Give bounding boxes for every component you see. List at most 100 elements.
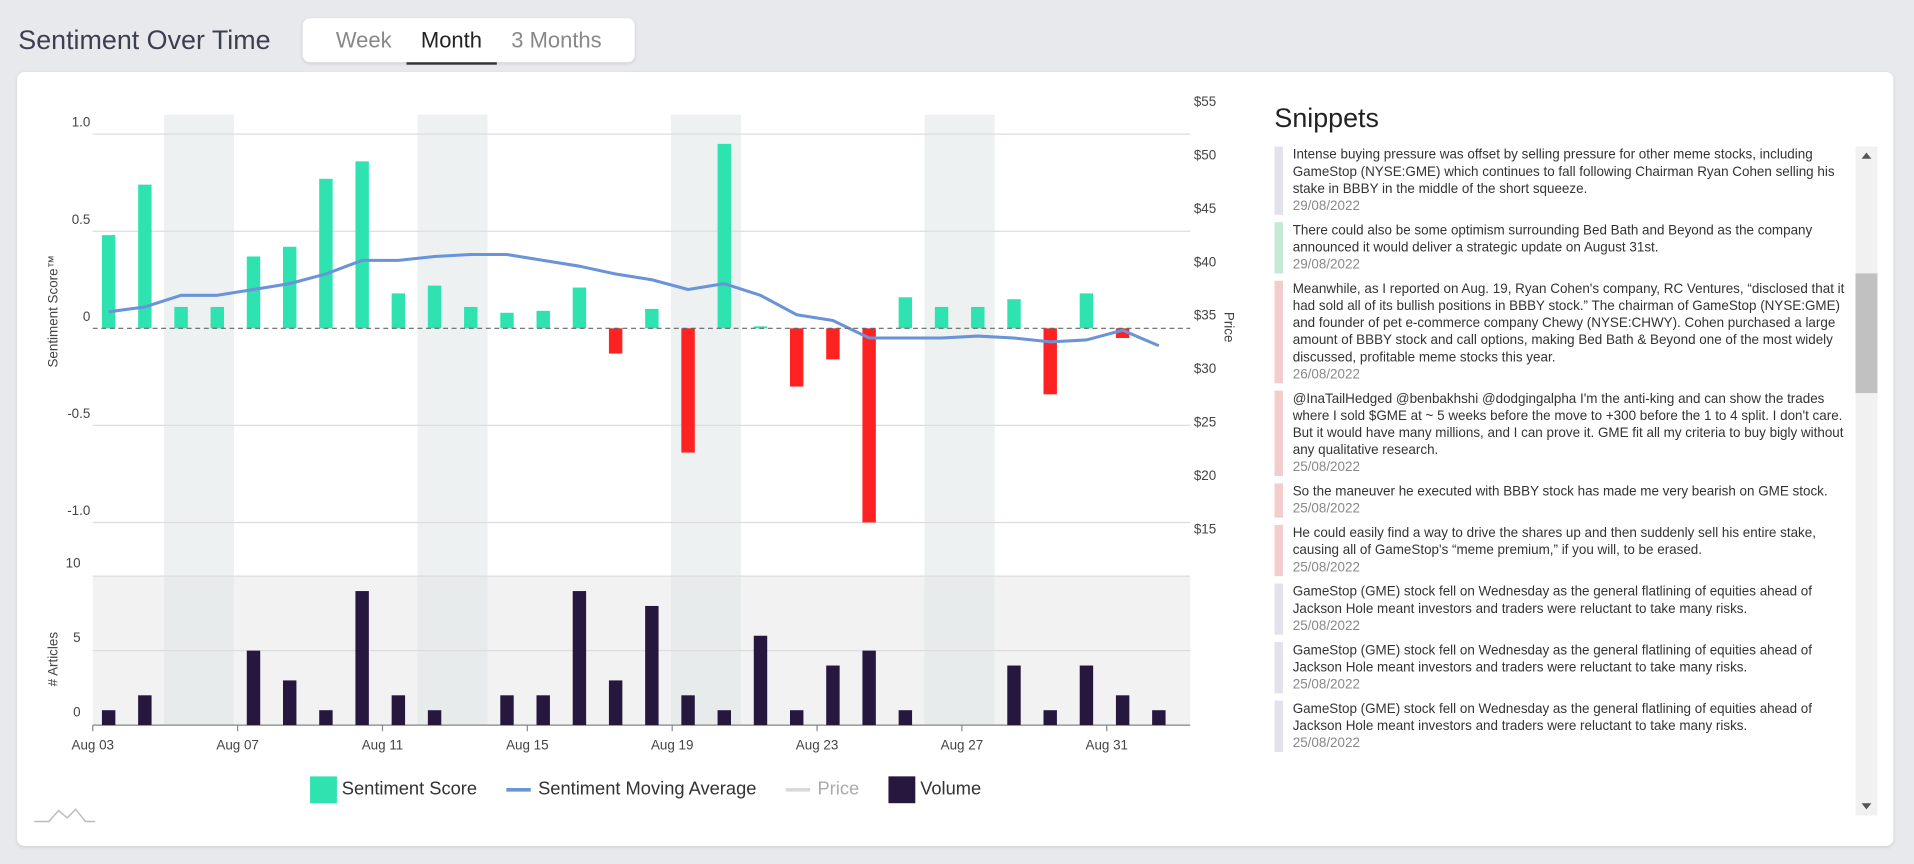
volume-bar [717,710,731,726]
y2-tick-label: $55 [1194,94,1216,109]
volume-bar [246,650,261,726]
y3-axis-title: # Articles [45,632,60,687]
snippet-text: There could also be some optimism surrou… [1292,223,1813,256]
y2-axis-title: Price [1221,312,1236,343]
sentiment-bar [1043,328,1057,395]
scroll-thumb[interactable] [1855,273,1878,394]
snippet-body: Intense buying pressure was offset by se… [1293,146,1856,214]
tab[interactable]: 3 Months [511,28,602,53]
legend-label: Volume [920,778,981,799]
y-tick-label: -0.5 [67,406,90,421]
snippet-date: 25/08/2022 [1292,560,1360,575]
x-tick-label: Aug 23 [796,737,839,752]
snippet-body: GameStop (GME) stock fell on Wednesday a… [1293,642,1856,693]
y2-tick-label: $25 [1194,415,1216,430]
snippet-body: GameStop (GME) stock fell on Wednesday a… [1293,583,1856,634]
y-tick-label: 1.0 [72,115,91,130]
snippet-sentiment-bar [1274,642,1283,694]
volume-bar [282,680,297,726]
volume-bar [319,710,333,726]
weekend-shade [163,114,234,726]
x-tick-label: Aug 07 [216,737,259,752]
y2-tick-label: $45 [1194,201,1216,216]
snippet-body: So the maneuver he executed with BBBY st… [1293,483,1828,517]
volume-bar [862,650,876,726]
x-tick-label: Aug 03 [72,737,115,752]
y-tick-label: -1.0 [67,503,90,518]
sentiment-bar [464,306,478,329]
volume-bar [1115,695,1130,726]
snippet-sentiment-bar [1274,222,1283,274]
snippet: Intense buying pressure was offset by se… [1274,146,1856,215]
snippet: GameStop (GME) stock fell on Wednesday a… [1274,583,1856,635]
sentiment-bar [572,287,587,329]
y2-tick-label: $20 [1194,468,1216,483]
snippet-text: Meanwhile, as I reported on Aug. 19, Rya… [1292,281,1845,365]
volume-bar [645,605,659,726]
snippet-date: 29/08/2022 [1292,257,1360,273]
x-tick-label: Aug 15 [506,737,549,752]
volume-bar [1007,665,1021,726]
snippet-text: GameStop (GME) stock fell on Wednesday a… [1292,584,1812,617]
snippet: @InaTailHedged @benbakhshi @dodgingalpha… [1274,390,1855,477]
weekend-shade [417,114,488,726]
y2-tick-label: $30 [1194,361,1216,376]
scroll-arrows [1861,152,1872,810]
snippet-sentiment-bar [1274,700,1283,752]
sentiment-bar [608,328,623,354]
volume-bar [536,695,550,726]
snippet-date: 25/08/2022 [1292,736,1360,751]
sentiment-bar [246,256,261,329]
sentiment-bar [898,297,913,329]
snippet-sentiment-bar [1274,390,1283,477]
snippet-date: 25/08/2022 [1292,677,1360,693]
y2-tick-label: $50 [1194,147,1216,162]
volume-bar [681,695,695,726]
scrollbar[interactable] [1855,146,1878,816]
y2-tick-label: $15 [1194,521,1216,536]
volume-bar [572,591,587,726]
x-tick-label: Aug 31 [1086,737,1129,752]
snippet: Meanwhile, as I reported on Aug. 19, Rya… [1274,280,1856,384]
legend-label: Sentiment Score [342,778,477,799]
chart: 1.0 0.5 0 -0.5 -1.0 $55 $50 $45 $40 $35 $30 $25 $20 $… [34,94,1236,823]
volume-bar [1079,665,1094,726]
snippet-body: There could also be some optimism surrou… [1293,222,1856,273]
logo [34,808,96,823]
tab[interactable]: Week [335,28,392,53]
sentiment-bar [789,328,804,387]
sentiment-bar [174,306,188,329]
snippet: GameStop (GME) stock fell on Wednesday a… [1274,642,1856,694]
snippet-body: GameStop (GME) stock fell on Wednesday a… [1293,701,1856,752]
card: 1.0 0.5 0 -0.5 -1.0 $55 $50 $45 $40 $35 $30 $25 $20 $… [17,72,1894,846]
snippet-sentiment-bar [1274,280,1283,384]
sentiment-bar [319,178,333,329]
tab[interactable]: Month [406,18,497,65]
volume-bar [355,591,369,726]
sentiment-bar [645,308,659,329]
y3-tick-label: 5 [73,630,80,645]
snippet-body: Meanwhile, as I reported on Aug. 19, Rya… [1293,281,1856,384]
sentiment-bar [934,306,949,329]
snippet-text: He could easily find a way to drive the … [1292,526,1816,558]
volume-bar [391,695,406,726]
sentiment-bar [1079,293,1094,329]
snippet-sentiment-bar [1274,583,1283,635]
legend-swatch [888,776,916,804]
legend: Sentiment Score Sentiment Moving Average P… [310,776,981,804]
sentiment-bar [355,161,369,329]
sentiment-bar [138,184,152,329]
sentiment-bar [862,328,876,523]
sentiment-bar [500,312,514,329]
moving-average-line [108,253,1160,348]
sentiment-bar [210,306,224,329]
legend-label: Price [817,778,859,799]
snippet-sentiment-bar [1274,146,1283,215]
sentiment-bar [101,235,116,329]
volume-bar [427,710,442,726]
snippet-list: Intense buying pressure was offset by se… [1274,146,1855,815]
weekend-shade [924,114,995,726]
tab-bar: Week Month 3 Months [302,18,635,65]
sentiment-bar [971,306,985,329]
